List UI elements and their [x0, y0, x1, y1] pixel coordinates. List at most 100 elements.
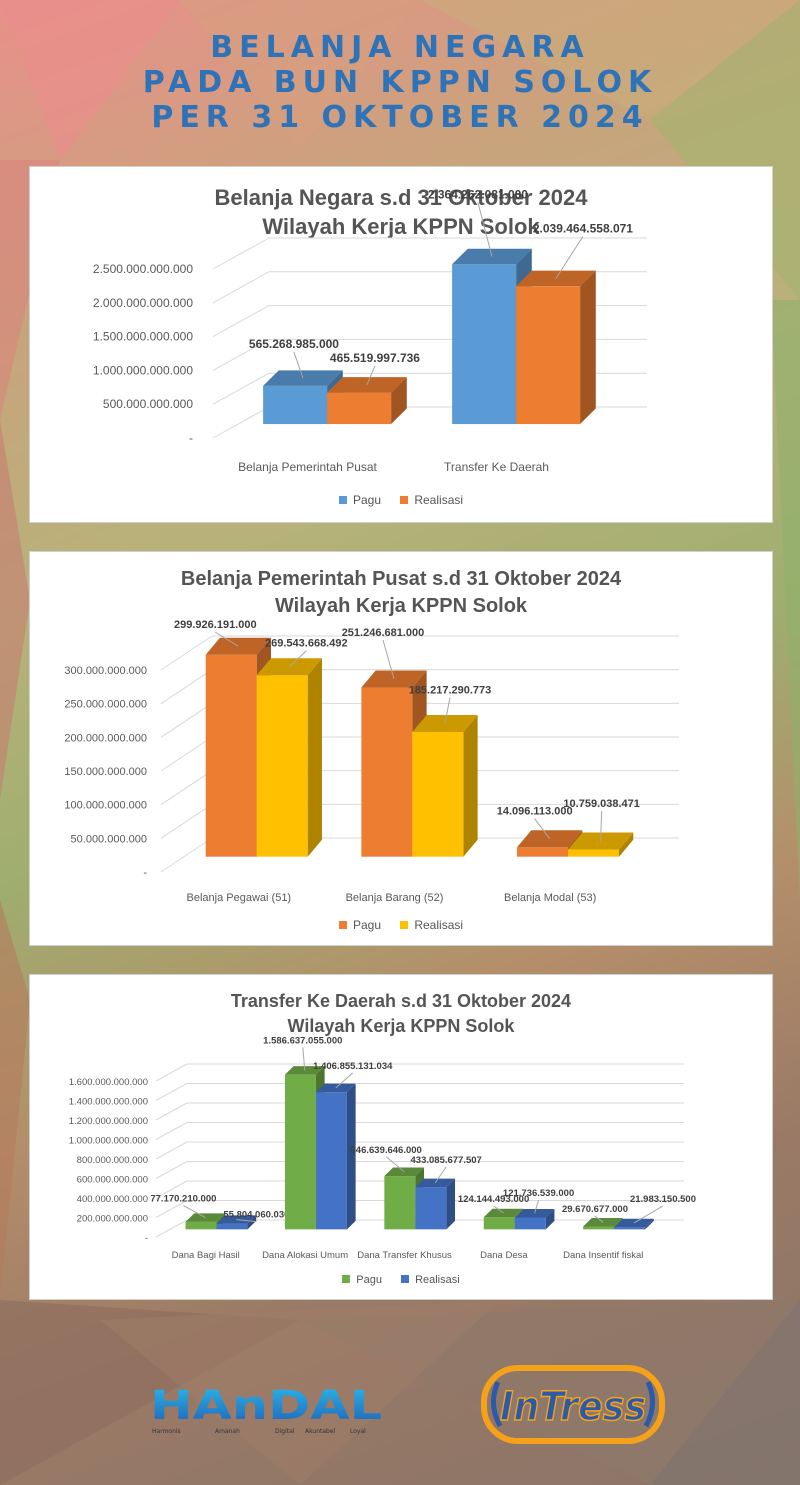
- chart-title: Transfer Ke Daerah s.d 31 Oktober 2024 W…: [30, 989, 772, 1039]
- label-leader-line: [534, 1200, 540, 1214]
- label-leader-line: [555, 236, 584, 279]
- y-tick-label: 200.000.000.000: [77, 1214, 148, 1225]
- bar-front: [263, 385, 328, 425]
- bar-side: [446, 1178, 456, 1230]
- chart-legend: Pagu Realisasi: [30, 918, 772, 932]
- bar-front: [284, 1074, 316, 1230]
- svg-text:InTress: InTress: [500, 1384, 646, 1430]
- handal-word-4: Akuntabel: [305, 1428, 336, 1435]
- y-tick-label: 100.000.000.000: [64, 800, 147, 812]
- bar-realisasi: [315, 1083, 356, 1230]
- y-tick-label: 1.200.000.000.000: [69, 1116, 148, 1127]
- bar-side: [307, 658, 322, 857]
- bar-front: [568, 849, 620, 857]
- x-category-label: Dana Bagi Hasil: [172, 1250, 240, 1261]
- bar-realisasi: [514, 1208, 555, 1230]
- x-category-label: Dana Insentif fiskal: [563, 1250, 643, 1261]
- bar-front: [483, 1217, 515, 1230]
- label-leader-line: [215, 631, 239, 647]
- y-tick-label: 300.000.000.000: [64, 665, 147, 677]
- bar-front: [216, 1223, 248, 1230]
- label-leader-line: [382, 639, 395, 680]
- gridline-diagonal: [160, 770, 213, 806]
- gridline-diagonal: [212, 271, 270, 304]
- data-label: 465.519.997.736: [330, 351, 420, 365]
- y-tick-label: 200.000.000.000: [64, 732, 147, 744]
- bar-front: [517, 847, 569, 857]
- bar-top: [452, 248, 532, 265]
- bar-top: [412, 714, 478, 732]
- bar-side: [619, 832, 634, 857]
- legend-item-realisasi: Realisasi: [401, 1274, 460, 1286]
- bar-realisasi: [614, 1218, 654, 1230]
- y-tick-label: 1.000.000.000.000: [69, 1136, 148, 1147]
- chart-subtitle-line: Wilayah Kerja KPPN Solok: [287, 1016, 515, 1036]
- gridline-diagonal: [155, 1122, 188, 1140]
- chart-subtitle-line: Wilayah Kerja KPPN Solok: [262, 214, 540, 239]
- bar-front: [614, 1227, 646, 1230]
- x-category-label: Dana Transfer Khusus: [357, 1250, 452, 1261]
- bar-front: [256, 675, 308, 857]
- handal-word-5: Loyal: [350, 1428, 366, 1435]
- data-label: 546.639.646.000: [351, 1145, 422, 1156]
- label-leader-line: [534, 818, 551, 840]
- handal-word-2: Amanah: [215, 1428, 240, 1435]
- label-leader-line: [594, 1215, 604, 1223]
- chart-title: Belanja Pemerintah Pusat s.d 31 Oktober …: [30, 566, 772, 620]
- data-label: 2.039.464.558.071: [533, 221, 633, 235]
- chart-title-line: Transfer Ke Daerah s.d 31 Oktober 2024: [230, 991, 572, 1011]
- y-tick-label: 1.600.000.000.000: [69, 1077, 148, 1088]
- bar-front: [205, 654, 257, 857]
- y-tick-label: 2.500.000.000.000: [93, 262, 193, 276]
- label-leader-line: [302, 1047, 306, 1071]
- gridline-diagonal: [155, 1063, 188, 1082]
- gridline-diagonal: [155, 1102, 188, 1121]
- page-header: BELANJA NEGARA PADA BUN KPPN SOLOK PER 3…: [0, 30, 800, 135]
- chart-panel-belanja-pemerintah-pusat: Belanja Pemerintah Pusat s.d 31 Oktober …: [29, 551, 773, 946]
- y-tick-label: -: [145, 1233, 148, 1244]
- bar-realisasi: [415, 1178, 456, 1230]
- data-label: 1.586.637.055.000: [263, 1035, 342, 1046]
- bar-top: [514, 1208, 555, 1218]
- gridline-diagonal: [155, 1200, 188, 1218]
- x-category-label: Belanja Modal (53): [504, 892, 596, 904]
- legend-item-pagu: Pagu: [338, 918, 381, 932]
- chart-legend: Pagu Realisasi: [30, 493, 772, 507]
- bar-realisasi: [256, 658, 322, 857]
- bar-front: [516, 286, 581, 425]
- bar-top: [614, 1218, 654, 1228]
- legend-item-pagu: Pagu: [342, 1274, 382, 1286]
- gridline-diagonal: [160, 837, 213, 873]
- bar-side: [391, 377, 407, 425]
- bar-side: [645, 1218, 654, 1230]
- bar-front: [452, 264, 517, 425]
- y-tick-label: 800.000.000.000: [77, 1155, 148, 1166]
- data-label: 14.096.113.000: [497, 806, 573, 818]
- data-label: 29.670.677.000: [562, 1204, 628, 1215]
- chart-panel-transfer-ke-daerah: Transfer Ke Daerah s.d 31 Oktober 2024 W…: [29, 974, 773, 1300]
- chart-title: Belanja Negara s.d 31 Oktober 2024 Wilay…: [30, 183, 772, 241]
- data-label: 77.170.210.000: [150, 1194, 216, 1205]
- header-line-3: PER 31 OKTOBER 2024: [151, 100, 649, 135]
- y-tick-label: 50.000.000.000: [71, 833, 147, 845]
- label-leader-line: [183, 1205, 206, 1219]
- x-category-label: Transfer Ke Daerah: [444, 460, 549, 474]
- handal-logo: HAnDAL Harmonis Amanah Digital Akuntabel…: [150, 1383, 385, 1438]
- gridline-diagonal: [212, 237, 270, 270]
- y-tick-label: 2.000.000.000.000: [93, 296, 193, 310]
- chart-panel-belanja-negara: Belanja Negara s.d 31 Oktober 2024 Wilay…: [29, 166, 773, 523]
- x-category-label: Dana Alokasi Umum: [262, 1250, 348, 1261]
- label-leader-line: [633, 1205, 664, 1224]
- label-leader-line: [493, 1205, 504, 1214]
- bar-side: [545, 1208, 555, 1230]
- legend-item-pagu: Pagu: [338, 493, 381, 507]
- label-leader-line: [434, 1166, 447, 1184]
- bar-top: [216, 1215, 257, 1224]
- bar-realisasi: [216, 1215, 257, 1230]
- data-label: 21.983.150.500: [630, 1194, 696, 1205]
- bar-side: [463, 714, 478, 857]
- gridline-diagonal: [160, 803, 213, 839]
- data-label: 121.736.539.000: [503, 1188, 574, 1199]
- gridline-diagonal: [155, 1083, 188, 1101]
- gridline-diagonal: [160, 736, 213, 772]
